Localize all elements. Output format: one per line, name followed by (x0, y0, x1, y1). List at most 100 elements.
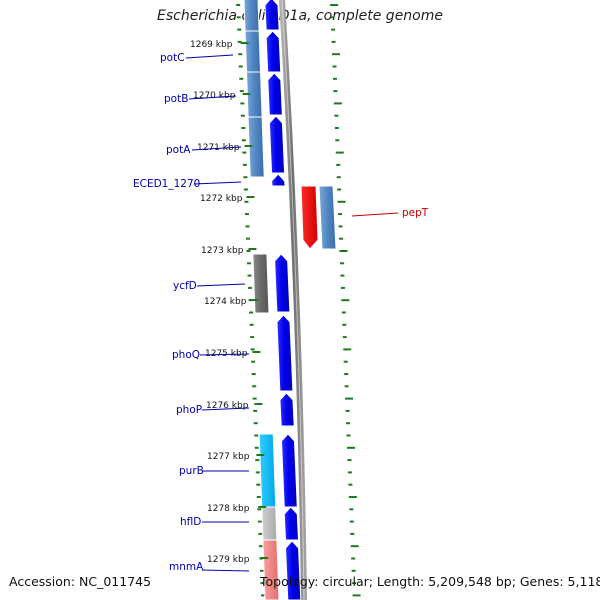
gc-dot (339, 237, 344, 240)
gc-dot (255, 471, 260, 474)
gc-dot (256, 496, 261, 498)
gc-dot (243, 188, 248, 191)
gc-dot (239, 90, 244, 93)
gc-dot (240, 114, 245, 117)
gene-leader-line (193, 181, 242, 185)
reverse-gene-block (244, 30, 262, 73)
gene-label-phoq: phoQ (172, 349, 200, 361)
forward-gene-arrow (271, 173, 286, 187)
reverse-gene-block (258, 433, 277, 508)
gc-dot (236, 4, 241, 6)
gc-dot (352, 594, 361, 597)
kbp-tick-label: 1278 kbp (207, 504, 250, 514)
backbone-highlight (281, 0, 305, 600)
gc-dot (249, 311, 254, 314)
kbp-tick-label: 1269 kbp (190, 40, 233, 50)
gc-dot (238, 65, 243, 68)
gc-dot (352, 582, 357, 585)
kbp-tick-label: 1276 kbp (206, 401, 249, 411)
gene-label-potb: potB (164, 93, 188, 105)
gene-label-layer: potC potB potA ECED1_1270 pepT ycfD phoQ phoP pu… (133, 52, 429, 573)
gc-dot (254, 446, 259, 449)
gc-dot (347, 459, 352, 462)
gc-dot (332, 77, 337, 80)
gc-dot (246, 250, 251, 252)
kbp-tick-mark (254, 403, 263, 405)
gc-dot (351, 557, 356, 560)
gene-label-purb: purB (179, 465, 204, 477)
gc-dot (345, 409, 350, 412)
gc-dot (349, 508, 354, 511)
gc-dot (340, 286, 345, 289)
gc-dot (241, 139, 246, 142)
reverse-gene-block (252, 253, 270, 314)
kbp-tick-mark (252, 351, 261, 353)
gc-dot (237, 40, 242, 43)
gc-dot (348, 496, 357, 498)
gc-dot (247, 274, 252, 277)
gc-dot (258, 545, 263, 548)
gene-leader-line (201, 407, 250, 411)
gc-dot (333, 90, 338, 93)
gc-dot (335, 151, 344, 154)
gene-label-phop: phoP (176, 404, 202, 416)
gc-dot (258, 532, 263, 535)
pepT-gene-arrow (300, 185, 319, 250)
gc-dot (245, 237, 250, 240)
gc-dot (236, 16, 241, 19)
gc-dot (253, 422, 258, 425)
gc-dot (242, 163, 247, 166)
kbp-tick-mark (248, 248, 257, 250)
gc-dot (344, 385, 349, 388)
gene-leader-line (185, 54, 234, 59)
gc-dot (241, 127, 246, 129)
genome-backbone (279, 0, 307, 600)
gc-dot (346, 434, 351, 437)
genome-stats-text: Topology: circular; Length: 5,209,548 bp… (260, 574, 600, 589)
reverse-gene-block (262, 539, 280, 600)
gc-dot (335, 139, 340, 142)
gene-track (243, 0, 337, 600)
gene-label-eced1_1270: ECED1_1270 (133, 178, 200, 190)
gc-dot (341, 311, 346, 314)
kbp-tick-mark (244, 145, 253, 147)
gc-dot (338, 213, 343, 216)
kbp-tick-mark (250, 299, 259, 301)
gc-dot (243, 176, 248, 179)
gc-dot (339, 250, 348, 252)
gc-dot (330, 16, 335, 19)
gc-dot (347, 471, 352, 474)
gc-dot (240, 102, 245, 105)
gc-dot (332, 53, 341, 56)
gc-dot (337, 200, 346, 203)
gc-dot (257, 508, 262, 511)
gc-dot (339, 262, 344, 265)
gene-leader-line (188, 95, 237, 100)
gc-dot (245, 225, 250, 228)
gc-dot (342, 323, 347, 326)
kbp-tick-label: 1273 kbp (201, 246, 244, 256)
gc-dot (333, 102, 342, 105)
kbp-tick-label: 1274 kbp (204, 297, 247, 307)
forward-gene-arrow (265, 30, 282, 73)
gc-dot (331, 40, 336, 43)
reverse-gene-block (247, 116, 265, 178)
gc-dot (346, 422, 351, 425)
gene-label-hfld: hflD (180, 516, 201, 528)
gene-leader-line (196, 283, 246, 287)
map-title: Escherichia coli ED1a, complete genome (157, 8, 443, 24)
gc-dot (244, 213, 249, 216)
gc-dot (256, 483, 261, 486)
gc-dot (250, 336, 255, 339)
forward-gene-arrow (283, 506, 300, 541)
gc-dot (330, 4, 339, 6)
gc-dot (251, 373, 256, 375)
forward-gene-arrow (264, 0, 280, 31)
gene-label-potc: potC (160, 52, 185, 64)
kbp-tick-label: 1272 kbp (200, 194, 243, 204)
forward-gene-arrow (268, 115, 286, 174)
gc-dot (332, 65, 337, 68)
gc-dot (259, 569, 264, 572)
